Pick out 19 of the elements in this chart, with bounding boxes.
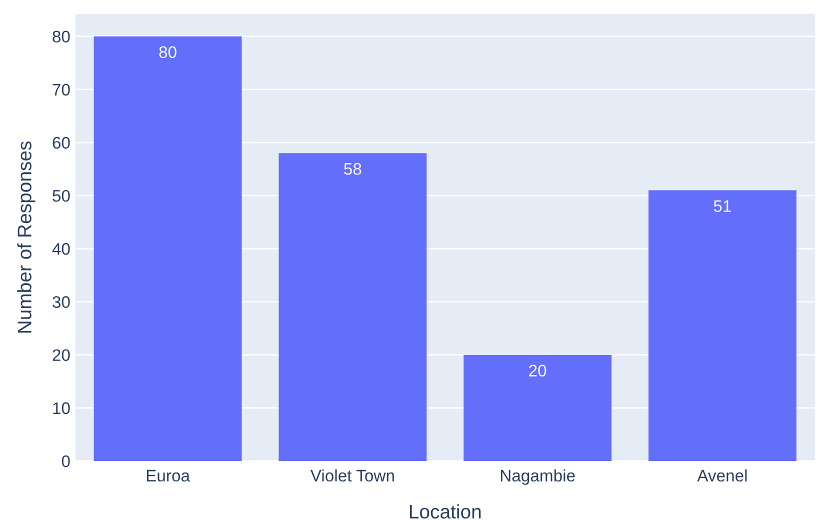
data-label: 20: [529, 364, 546, 377]
y-tick-label: 0: [62, 455, 70, 468]
y-tick-label: 40: [52, 243, 70, 255]
data-label: 58: [344, 163, 362, 175]
y-tick-label: 70: [52, 84, 70, 96]
y-tick-label: 10: [53, 402, 70, 414]
y-tick-label: 80: [52, 30, 70, 43]
x-axis-title: Location: [410, 504, 481, 519]
x-tick-label: Violet Town: [310, 469, 394, 482]
x-tick-label: Avenel: [697, 469, 747, 482]
x-tick-label: Euroa: [146, 470, 190, 482]
y-tick-label: 30: [52, 296, 70, 308]
data-label: 80: [159, 46, 176, 58]
data-label: 51: [714, 200, 731, 212]
x-tick-label: Nagambie: [500, 469, 575, 485]
y-tick-label: 60: [52, 136, 70, 149]
y-tick-label: 20: [52, 349, 70, 362]
y-axis-title: Number of Responses: [17, 141, 36, 333]
y-tick-label: 50: [52, 190, 70, 202]
